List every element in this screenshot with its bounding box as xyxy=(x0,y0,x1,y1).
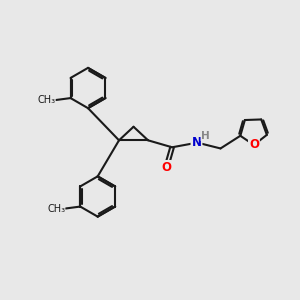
Text: O: O xyxy=(161,161,171,174)
Text: O: O xyxy=(249,139,259,152)
Text: H: H xyxy=(201,131,210,141)
Text: N: N xyxy=(191,136,202,149)
Text: CH₃: CH₃ xyxy=(47,203,65,214)
Text: CH₃: CH₃ xyxy=(37,95,56,105)
